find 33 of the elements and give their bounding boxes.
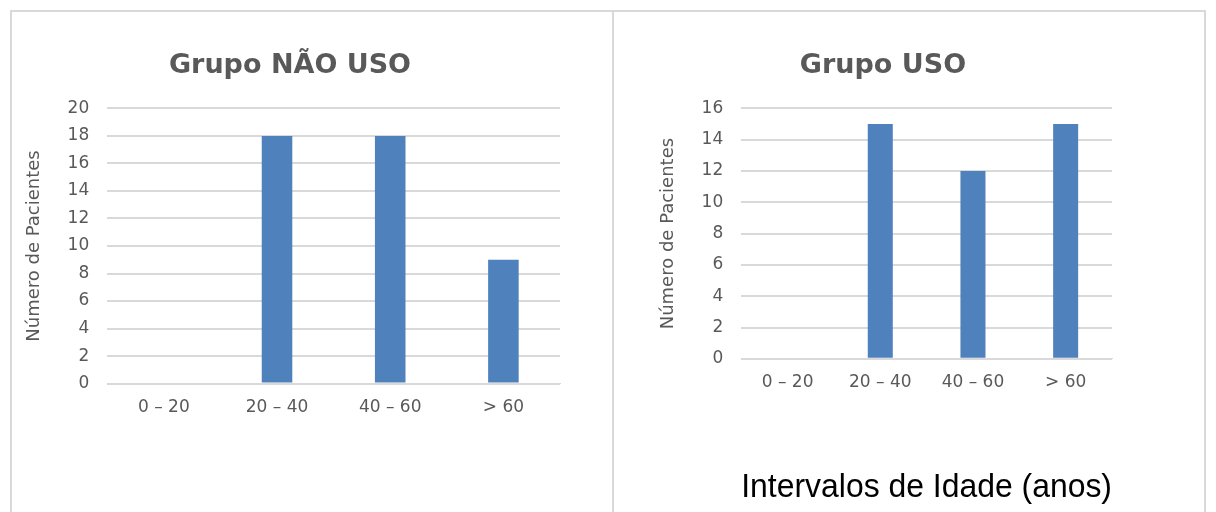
- y-tick-label: 16: [701, 96, 724, 117]
- x-tick-label: > 60: [1045, 371, 1087, 392]
- y-axis-title: Número de Pacientes: [22, 150, 44, 342]
- y-tick-label: 4: [78, 316, 90, 337]
- y-tick-label: 6: [712, 253, 724, 274]
- x-tick-label: 20 – 40: [245, 396, 309, 417]
- chart-title: Grupo USO: [799, 48, 967, 80]
- x-tick-label: 0 – 20: [761, 371, 814, 392]
- y-tick-label: 14: [701, 128, 724, 149]
- y-tick-label: 8: [712, 222, 724, 243]
- y-tick-label: 4: [712, 284, 724, 305]
- x-tick-label: 40 – 60: [941, 371, 1005, 392]
- y-tick-label: 14: [67, 179, 90, 200]
- y-tick-label: 8: [78, 261, 90, 282]
- x-tick-label: 20 – 40: [848, 371, 912, 392]
- y-tick-label: 16: [67, 151, 90, 172]
- x-axis-title: Intervalos de Idade (anos): [741, 466, 1112, 505]
- y-tick-label: 0: [712, 347, 724, 368]
- y-tick-label: 18: [67, 124, 90, 145]
- x-tick-label: 40 – 60: [358, 396, 422, 417]
- y-tick-label: 10: [67, 234, 90, 255]
- y-tick-label: 12: [67, 206, 90, 227]
- y-tick-label: 2: [712, 315, 724, 336]
- y-tick-label: 12: [701, 159, 724, 180]
- chart-title: Grupo NÃO USO: [168, 48, 412, 80]
- y-tick-label: 20: [67, 96, 90, 117]
- y-tick-label: 0: [78, 372, 90, 393]
- y-tick-label: 2: [78, 344, 90, 365]
- y-tick-label: 6: [78, 289, 90, 310]
- x-tick-label: 0 – 20: [137, 396, 190, 417]
- y-tick-label: 10: [701, 190, 724, 211]
- y-axis-title: Número de Pacientes: [656, 137, 678, 330]
- x-tick-label: > 60: [482, 396, 525, 417]
